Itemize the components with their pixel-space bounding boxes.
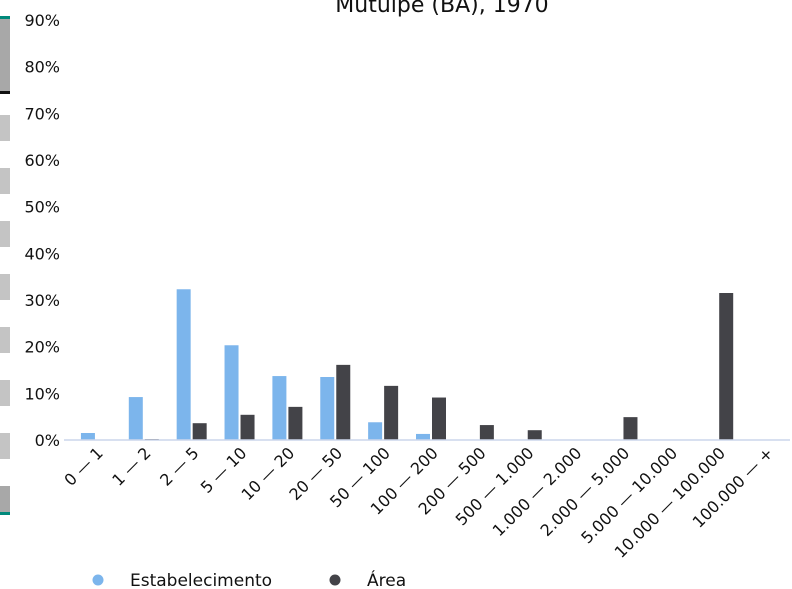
y-tick-label: 50%: [24, 198, 60, 217]
bar-estabelecimento: [224, 345, 239, 440]
sidebar-tab[interactable]: [0, 327, 10, 353]
y-tick-label: 20%: [24, 338, 60, 357]
bar-area: [719, 293, 734, 440]
y-tick-label: 90%: [24, 11, 60, 30]
legend: Estabelecimento Área: [92, 569, 406, 589]
bar-area: [432, 397, 446, 440]
x-tick-label: 1 — 2: [108, 443, 154, 489]
legend-marker: [92, 574, 104, 586]
bars: [80, 289, 734, 440]
chart-title: Mutuípe (BA), 1970: [335, 0, 548, 18]
y-tick-label: 60%: [24, 151, 60, 170]
bar-area: [288, 406, 303, 440]
sidebar-tab[interactable]: [0, 486, 10, 515]
y-tick-label: 40%: [24, 244, 60, 263]
bar-area: [623, 417, 638, 440]
x-tick-label: 0 — 1: [60, 443, 106, 489]
bar-estabelecimento: [80, 433, 95, 440]
bar-area: [240, 414, 255, 440]
x-tick-label: 2 — 5: [156, 443, 202, 489]
sidebar-tab[interactable]: [0, 115, 10, 141]
sidebar-tab[interactable]: [0, 16, 10, 94]
bar-estabelecimento: [416, 433, 430, 440]
bar-area: [192, 423, 207, 440]
bar-estabelecimento: [128, 397, 143, 440]
bar-estabelecimento: [176, 289, 191, 440]
bar-area: [527, 430, 542, 440]
sidebar-tab[interactable]: [0, 168, 10, 194]
sidebar-tab[interactable]: [0, 380, 10, 406]
y-tick-label: 10%: [24, 384, 60, 403]
sidebar-tab[interactable]: [0, 221, 10, 247]
legend-label: Estabelecimento: [130, 571, 272, 589]
y-tick-label: 30%: [24, 291, 60, 310]
bar-area: [479, 425, 494, 440]
bar-estabelecimento: [320, 377, 335, 440]
y-tick-label: 80%: [24, 58, 60, 77]
bar-estabelecimento: [368, 422, 383, 440]
bar-area: [384, 385, 399, 440]
sidebar-tab[interactable]: [0, 433, 10, 459]
legend-marker: [329, 574, 341, 586]
y-tick-label: 70%: [24, 104, 60, 123]
sidebar-tab[interactable]: [0, 274, 10, 300]
y-axis: 0% 10% 20% 30% 40% 50% 60% 70% 80% 90%: [24, 11, 60, 450]
y-tick-label: 0%: [35, 431, 60, 450]
bar-area: [336, 364, 351, 440]
legend-label: Área: [367, 569, 406, 589]
bar-estabelecimento: [272, 376, 287, 440]
